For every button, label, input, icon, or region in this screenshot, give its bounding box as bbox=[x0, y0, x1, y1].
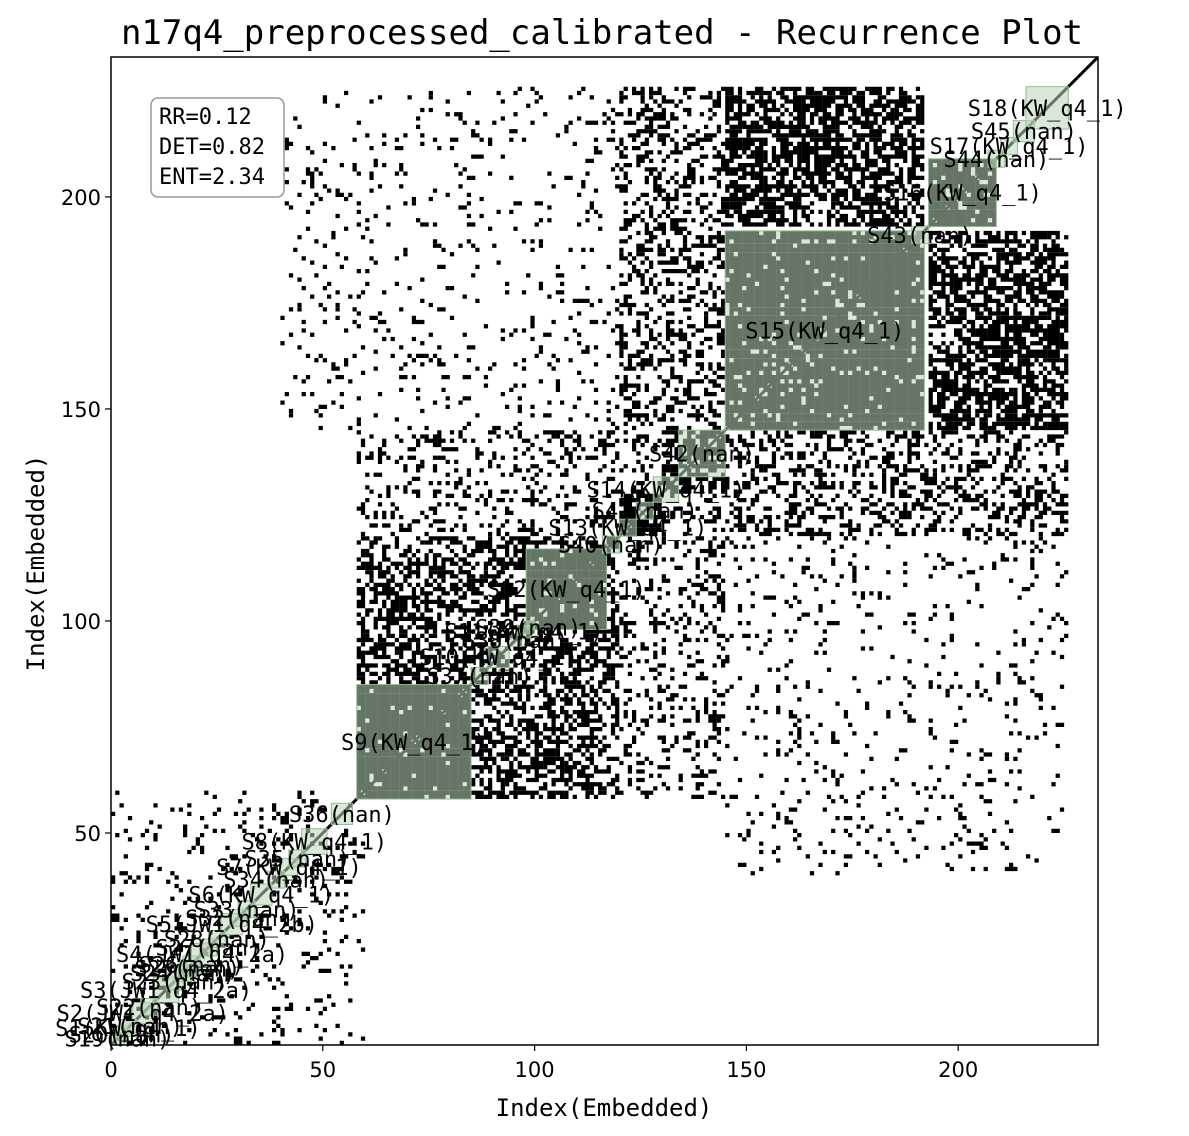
stats-box-frame bbox=[150, 97, 285, 198]
y-tick-label: 200 bbox=[61, 186, 101, 210]
segment-label: S5(JW1_q4_2b) bbox=[146, 913, 318, 938]
segment-box bbox=[301, 828, 328, 855]
x-tick-label: 100 bbox=[515, 1058, 555, 1082]
segment-label: S9(KW_q4_1) bbox=[341, 731, 487, 756]
segment-labels: S1(KW_q4_1)S19(nan)S20(nan)S21(nan)S2(JW… bbox=[55, 97, 1127, 1053]
x-tick-label: 50 bbox=[309, 1058, 336, 1082]
segment-label: S17(KW_q4_1) bbox=[930, 135, 1089, 160]
segment-label: S10(KW_q4_1) bbox=[419, 646, 578, 671]
segment-label: S1(KW_q4_1) bbox=[55, 1017, 201, 1042]
segment-label: S22(nan) bbox=[96, 996, 202, 1021]
segment-label: S36(nan) bbox=[289, 803, 395, 828]
segment-label: S12(KW_q4_1) bbox=[487, 578, 646, 603]
segment-label: S42(nan) bbox=[649, 442, 755, 467]
segment-label: S41(nan) bbox=[592, 500, 698, 525]
segment-label: S35(nan) bbox=[244, 847, 350, 872]
stats-det: DET=0.82 bbox=[159, 135, 265, 160]
segment-label: S3(JW1_q4_2a) bbox=[80, 979, 252, 1004]
stats-ent: ENT=2.34 bbox=[159, 165, 265, 190]
x-axis-label: Index(Embedded) bbox=[496, 1094, 713, 1122]
segment-label: S6(KW_q4_1) bbox=[189, 883, 335, 908]
segment-box bbox=[330, 802, 353, 826]
segment-label: S27(nan) bbox=[155, 936, 261, 961]
segment-label: S20(nan) bbox=[69, 1023, 175, 1048]
segment-box bbox=[250, 883, 273, 906]
segment-label: S7(KW_q4_1) bbox=[216, 856, 362, 881]
y-axis-ticks: 50 100 150 200 bbox=[61, 186, 111, 846]
segment-box bbox=[635, 501, 654, 520]
stats-rr: RR=0.12 bbox=[159, 105, 252, 130]
segment-box bbox=[652, 476, 680, 503]
segment-label: S37(nan) bbox=[427, 665, 533, 690]
segment-label: S25(nan) bbox=[134, 958, 240, 983]
y-tick-label: 50 bbox=[74, 822, 101, 846]
y-tick-label: 150 bbox=[61, 398, 101, 422]
segment-label: S21(nan) bbox=[77, 1015, 183, 1040]
segment-label: S44(nan) bbox=[943, 148, 1049, 173]
segment-label: S18(KW_q4_1) bbox=[968, 97, 1127, 122]
segment-label: S38(nan) bbox=[463, 629, 569, 654]
segment-label: S43(nan) bbox=[867, 224, 973, 249]
segment-label: S33(nan) bbox=[194, 898, 300, 923]
segment-box bbox=[618, 518, 637, 537]
segment-label: S23(nan) bbox=[122, 970, 228, 995]
segment-box bbox=[601, 535, 620, 554]
segment-box bbox=[724, 230, 925, 431]
segment-label: S8(KW_q4_1) bbox=[241, 830, 387, 855]
segment-label: S11(KW_q4_1) bbox=[445, 621, 604, 646]
segment-box bbox=[911, 226, 930, 245]
chart-title: n17q4_preprocessed_calibrated - Recurren… bbox=[121, 13, 1083, 53]
segment-label: S40(nan) bbox=[558, 534, 664, 559]
segment-label: S15(KW_q4_1) bbox=[745, 320, 904, 345]
segment-label: S24(nan) bbox=[130, 962, 236, 987]
x-tick-label: 150 bbox=[726, 1058, 766, 1082]
x-tick-label: 200 bbox=[938, 1058, 978, 1082]
segment-box bbox=[525, 548, 608, 630]
segment-label: S4(JW1_q4_2a) bbox=[116, 943, 288, 968]
segment-label: S2(JW1_q4_2a) bbox=[57, 1002, 229, 1027]
segment-label: S13(KW_q4_1) bbox=[548, 517, 707, 542]
x-axis-ticks: 0 50 100 150 200 bbox=[104, 1045, 978, 1082]
segment-box bbox=[470, 667, 489, 686]
y-tick-label: 100 bbox=[61, 610, 101, 634]
segment-label: S19(nan) bbox=[64, 1028, 170, 1053]
segment-box bbox=[928, 158, 997, 228]
segment-boxes bbox=[111, 86, 1069, 1045]
segment-label: S45(nan) bbox=[971, 120, 1077, 145]
segment-label: S26(nan) bbox=[139, 953, 245, 978]
stats-box: RR=0.12 DET=0.82 ENT=2.34 bbox=[150, 97, 285, 198]
segment-box bbox=[678, 429, 726, 478]
segment-label: S34(nan) bbox=[223, 869, 329, 894]
segment-box bbox=[1025, 86, 1069, 130]
segment-label: S14(KW_q4_1) bbox=[586, 479, 745, 504]
segment-label: S39(nan) bbox=[475, 616, 581, 641]
x-tick-label: 0 bbox=[104, 1058, 117, 1082]
plot-frame bbox=[110, 56, 1099, 1046]
y-axis-label: Index(Embedded) bbox=[22, 455, 50, 672]
segment-box bbox=[487, 645, 510, 669]
segment-label: S32(nan) bbox=[185, 907, 291, 932]
segment-box bbox=[356, 684, 472, 800]
segment-label: S28(nan) bbox=[164, 928, 270, 953]
segment-label: S16(KW_q4_1) bbox=[883, 182, 1042, 207]
